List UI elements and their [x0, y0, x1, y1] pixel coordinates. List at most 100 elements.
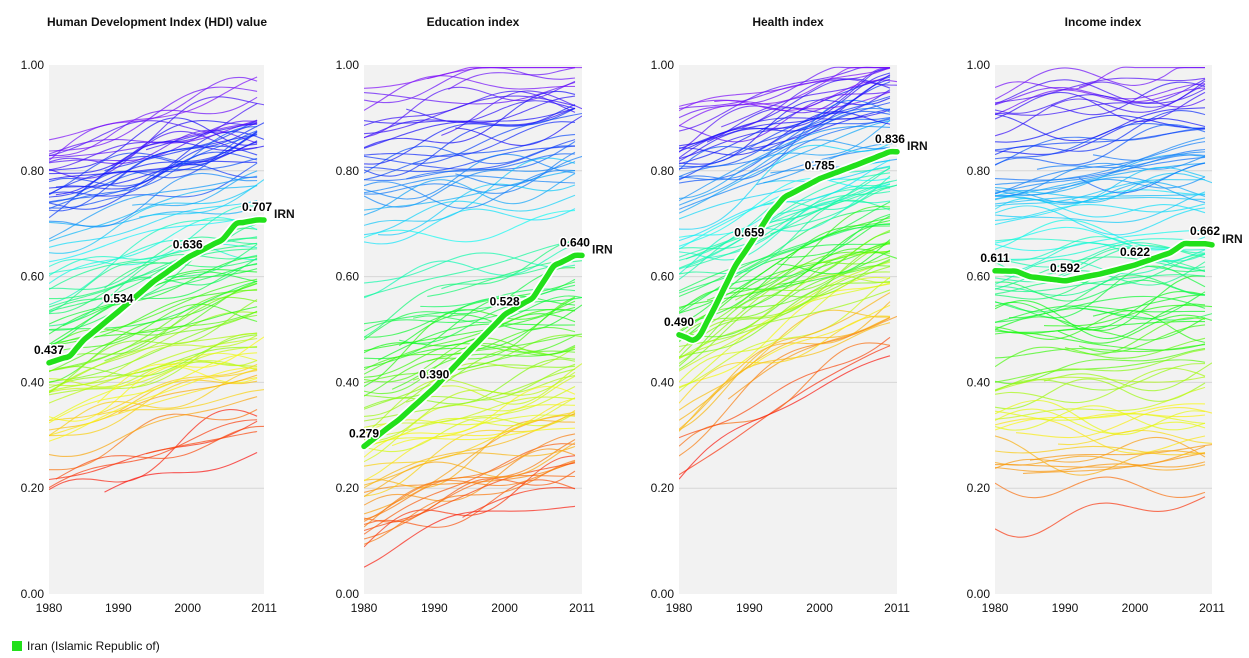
country-line: [679, 167, 891, 280]
country-line: [748, 304, 891, 369]
country-line: [995, 279, 1206, 302]
country-line: [49, 217, 258, 306]
country-line: [364, 208, 576, 245]
chart-title: Human Development Index (HDI) value: [47, 15, 267, 29]
country-line: [995, 461, 1206, 472]
country-line: [679, 309, 891, 411]
country-line: [49, 367, 258, 442]
data-label: 0.640: [560, 235, 590, 249]
country-line: [995, 88, 1206, 116]
country-line: [679, 125, 891, 202]
country-line: [49, 365, 258, 422]
chart-title: Education index: [427, 15, 520, 29]
country-line: [679, 336, 891, 439]
chart-panel-1: Human Development Index (HDI) value 0.00 0…: [21, 15, 297, 615]
country-line: [441, 363, 582, 405]
country-line: [364, 442, 576, 498]
country-line: [49, 303, 258, 355]
country-line: [749, 108, 891, 150]
legend-label: Iran (Islamic Republic of): [27, 639, 160, 653]
y-tick-label: 0.80: [651, 164, 675, 178]
country-line: [391, 427, 576, 447]
country-line: [679, 289, 891, 359]
country-line: [679, 280, 891, 358]
country-line: [770, 184, 897, 235]
country-line: [679, 91, 891, 110]
country-line: [995, 141, 1206, 195]
country-line: [1071, 305, 1212, 321]
country-line: [364, 80, 576, 139]
background-series: [995, 66, 1212, 538]
country-line: [49, 129, 258, 165]
highlight-series-line: [676, 148, 900, 343]
country-line: [364, 371, 576, 441]
country-line: [455, 155, 582, 187]
country-line: [679, 67, 891, 109]
country-line: [685, 184, 897, 260]
x-tick-label: 2000: [1122, 601, 1149, 615]
country-line: [364, 240, 576, 298]
country-line: [364, 309, 576, 332]
country-line: [399, 296, 582, 344]
country-line: [364, 348, 576, 399]
country-line: [679, 317, 891, 457]
country-line: [49, 140, 258, 181]
country-line: [413, 334, 582, 381]
x-tick-label: 1990: [1052, 601, 1079, 615]
country-line: [49, 130, 258, 219]
country-line: [49, 409, 258, 471]
country-line: [364, 364, 576, 410]
country-line: [679, 167, 891, 258]
country-line: [364, 439, 576, 521]
country-line: [679, 78, 891, 153]
country-line: [995, 236, 1206, 262]
data-label: 0.390: [419, 368, 449, 382]
country-line: [1078, 81, 1206, 108]
country-line: [364, 411, 576, 467]
country-line: [97, 389, 264, 416]
country-line: [49, 337, 258, 404]
country-line: [679, 139, 891, 206]
country-line: [995, 300, 1206, 340]
country-line: [364, 95, 576, 135]
country-line: [679, 147, 891, 210]
x-tick-label: 1990: [736, 601, 763, 615]
country-line: [49, 239, 258, 275]
country-line: [364, 209, 576, 243]
country-line: [995, 348, 1206, 391]
y-tick-label: 0.20: [336, 481, 360, 495]
x-tick-label: 2000: [491, 601, 518, 615]
country-line: [364, 141, 576, 181]
series-name-label: IRN: [907, 139, 928, 153]
country-line: [995, 137, 1206, 186]
chart-title: Health index: [752, 15, 824, 29]
highlight-series-line: [361, 252, 585, 450]
y-tick-label: 1.00: [967, 58, 991, 72]
country-line: [49, 280, 258, 331]
country-line: [364, 172, 576, 216]
country-line: [364, 252, 576, 284]
country-line: [679, 172, 891, 269]
country-line: [995, 445, 1206, 468]
country-line: [1050, 81, 1206, 116]
country-line: [995, 66, 1205, 91]
country-line: [49, 282, 258, 349]
country-line: [55, 140, 264, 196]
country-line: [49, 217, 258, 284]
y-tick-label: 0.60: [21, 270, 45, 284]
country-line: [364, 267, 576, 341]
country-line: [720, 75, 891, 128]
country-line: [1078, 324, 1206, 353]
country-line: [995, 194, 1206, 205]
x-tick-label: 2011: [884, 601, 910, 615]
country-line: [679, 67, 890, 127]
x-tick-label: 2000: [174, 601, 201, 615]
country-line: [49, 76, 258, 161]
country-line: [995, 229, 1206, 252]
country-line: [49, 126, 258, 210]
data-label: 0.707: [242, 200, 272, 214]
y-tick-label: 0.20: [651, 481, 675, 495]
data-label: 0.279: [349, 426, 379, 440]
data-label: 0.836: [875, 132, 905, 146]
country-line: [364, 157, 576, 226]
